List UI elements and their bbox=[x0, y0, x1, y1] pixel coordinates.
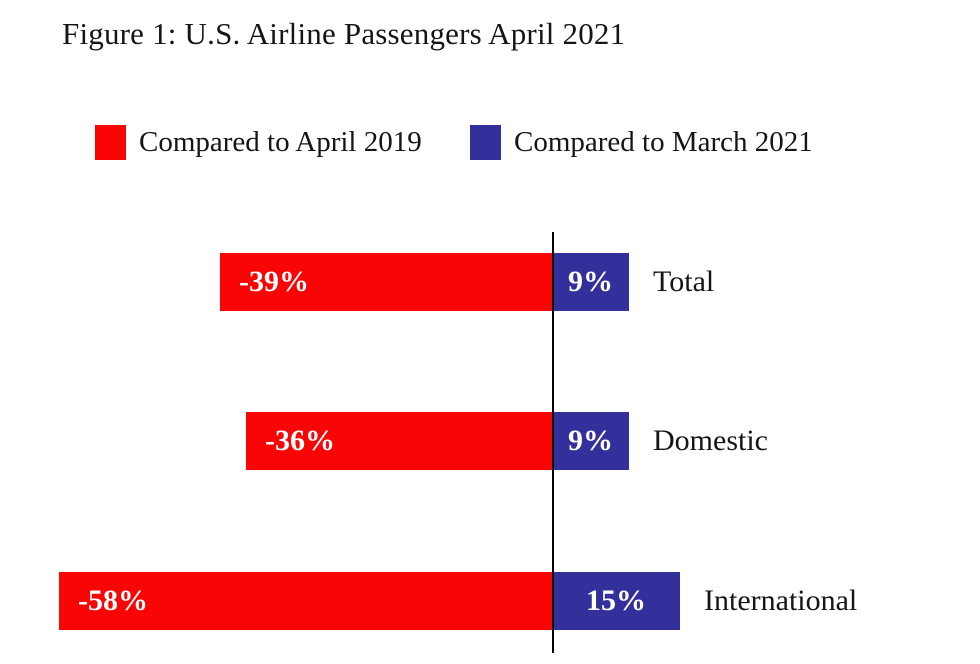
bar-april2019-total: -39% bbox=[220, 253, 552, 311]
figure-title: Figure 1: U.S. Airline Passengers April … bbox=[62, 16, 626, 51]
category-label-international: International bbox=[704, 584, 858, 617]
legend-label-compared-march-2021: Compared to March 2021 bbox=[514, 125, 813, 158]
legend-item-compared-april-2019: Compared to April 2019 bbox=[95, 122, 422, 162]
legend-swatch-red bbox=[95, 124, 126, 160]
category-label-domestic: Domestic bbox=[653, 424, 768, 457]
value-label: 9% bbox=[568, 424, 613, 457]
legend-item-compared-march-2021: Compared to March 2021 bbox=[470, 122, 813, 162]
value-label: -39% bbox=[239, 265, 309, 298]
value-label: 9% bbox=[568, 265, 613, 298]
category-label-total: Total bbox=[653, 265, 715, 298]
legend-swatch-blue bbox=[470, 124, 501, 160]
legend-label-compared-april-2019: Compared to April 2019 bbox=[139, 125, 422, 158]
bar-april2019-domestic: -36% bbox=[246, 412, 552, 470]
bar-march2021-total: 9% bbox=[552, 253, 629, 311]
value-label: -58% bbox=[78, 584, 148, 617]
value-label: -36% bbox=[265, 424, 335, 457]
value-label: 15% bbox=[586, 584, 646, 617]
bar-march2021-international: 15% bbox=[552, 572, 680, 630]
bar-march2021-domestic: 9% bbox=[552, 412, 629, 470]
zero-axis-line bbox=[552, 232, 554, 653]
bar-april2019-international: -58% bbox=[59, 572, 552, 630]
